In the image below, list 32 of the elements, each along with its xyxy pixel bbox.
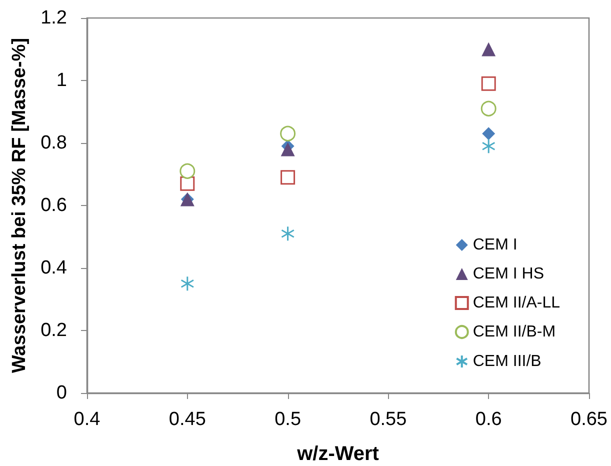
y-axis-title: Wasserverlust bei 35% RF [Masse-%] xyxy=(9,38,30,374)
legend-label: CEM III/B xyxy=(472,353,542,370)
point xyxy=(180,163,196,179)
x-tick-label: 0.65 xyxy=(570,409,608,430)
point xyxy=(280,142,295,156)
y-tick-label: 1 xyxy=(56,70,67,91)
y-tick-label: 0.2 xyxy=(40,320,67,341)
legend-label: CEM I HS xyxy=(472,266,544,282)
point xyxy=(482,138,496,154)
point xyxy=(280,170,296,185)
point xyxy=(180,276,194,292)
x-tick-label: 0.55 xyxy=(370,409,407,430)
x-tick-label: 0.5 xyxy=(274,409,302,430)
point xyxy=(180,176,195,191)
legend-label: CEM II/B-M xyxy=(472,324,556,340)
x-tick-label: 0.4 xyxy=(74,409,101,430)
point xyxy=(480,100,496,116)
x-axis-title: w/z-Wert xyxy=(296,443,380,465)
point xyxy=(482,127,496,140)
y-tick-label: 1.2 xyxy=(40,8,67,28)
legend-label: CEM II/A-LL xyxy=(472,294,560,312)
point xyxy=(280,226,295,242)
y-tick-label: 0.4 xyxy=(40,258,68,278)
y-tick-label: 0.8 xyxy=(40,132,67,154)
y-tick-label: 0.6 xyxy=(40,195,67,216)
point xyxy=(481,76,496,91)
x-tick-label: 0.6 xyxy=(475,409,502,430)
point xyxy=(482,42,496,56)
legend-label: CEM I xyxy=(472,236,518,254)
point xyxy=(280,126,296,142)
y-tick-label: 0 xyxy=(56,382,67,404)
x-tick-label: 0.45 xyxy=(168,409,206,430)
